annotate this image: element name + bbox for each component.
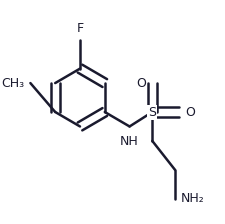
- Text: F: F: [76, 22, 83, 34]
- Text: CH₃: CH₃: [1, 77, 24, 90]
- Text: NH: NH: [120, 135, 138, 148]
- Text: O: O: [136, 77, 145, 90]
- Text: NH₂: NH₂: [180, 192, 204, 205]
- Text: O: O: [184, 106, 194, 118]
- Text: S: S: [148, 106, 156, 118]
